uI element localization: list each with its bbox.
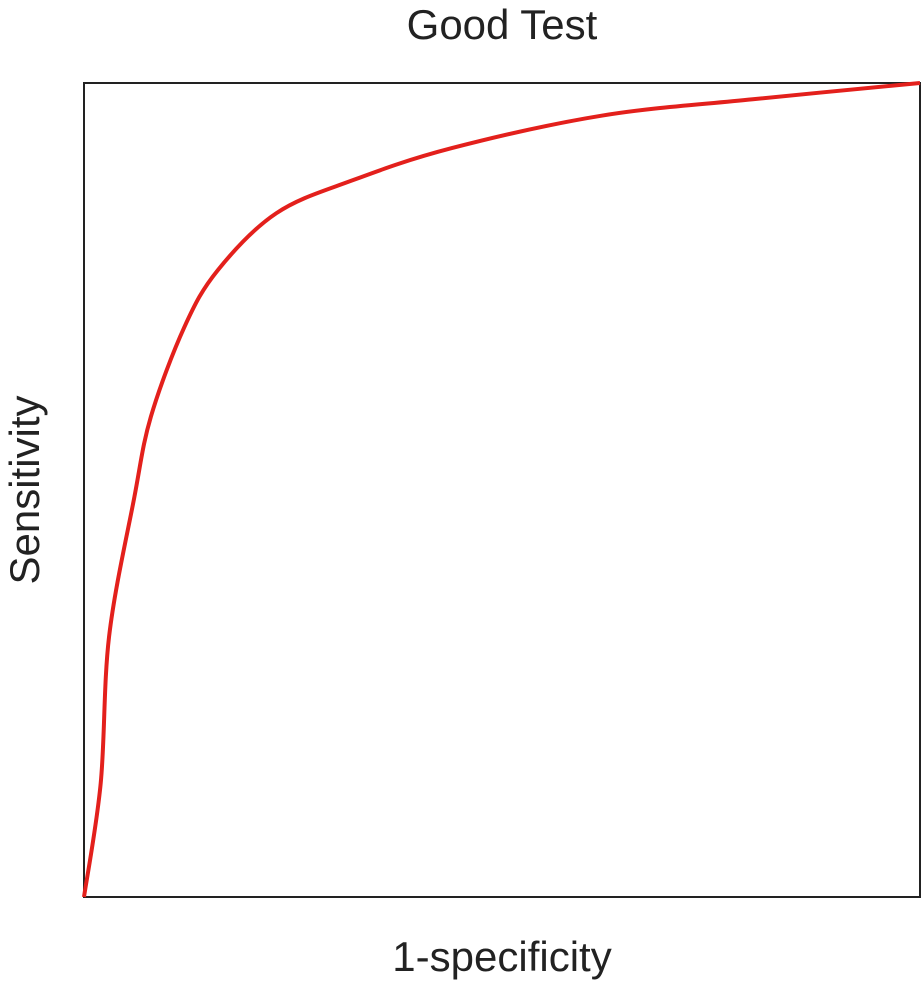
y-axis-label: Sensitivity (1, 395, 48, 584)
plot-frame (83, 82, 921, 898)
roc-curve (82, 81, 921, 898)
x-axis-label: 1-specificity (392, 933, 611, 980)
chart-title: Good Test (407, 1, 598, 48)
